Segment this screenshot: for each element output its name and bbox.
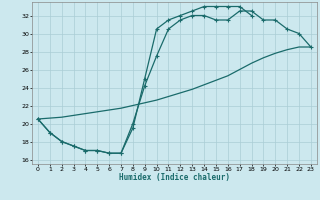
X-axis label: Humidex (Indice chaleur): Humidex (Indice chaleur) (119, 173, 230, 182)
